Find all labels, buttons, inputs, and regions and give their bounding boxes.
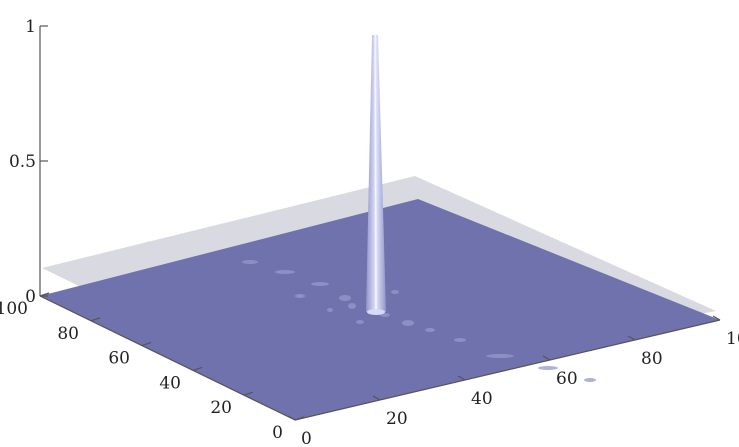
x-tick-mark (542, 355, 551, 361)
z-tick-label: 0.5 (9, 152, 36, 172)
y-tick-label: 80 (57, 324, 79, 344)
y-tick-label: 0 (272, 423, 283, 443)
y-ticks: 0 20 40 60 80 100 (0, 292, 305, 443)
y-tick-mark (243, 391, 254, 396)
surface-texture (242, 260, 596, 382)
x-tick-mark (372, 395, 381, 401)
x-tick-mark (712, 315, 721, 321)
x-tick-mark (287, 415, 296, 421)
x-tick-label: 0 (301, 429, 312, 447)
y-axis (39, 295, 296, 421)
y-tick-mark (141, 342, 152, 347)
x-axis (294, 319, 721, 421)
x-tick-mark (627, 335, 636, 341)
z-tick-label: 1 (25, 17, 36, 37)
x-ticks: 0 20 40 60 80 100 (287, 315, 739, 447)
x-tick-label: 80 (641, 349, 663, 369)
x-tick-label: 60 (556, 369, 578, 389)
z-tick-label: 0 (25, 287, 36, 307)
y-tick-label: 60 (108, 349, 130, 369)
peak (366, 34, 386, 315)
x-tick-mark (457, 375, 466, 381)
y-tick-mark (90, 317, 101, 322)
y-tick-label: 40 (159, 373, 181, 393)
y-tick-label: 20 (210, 398, 232, 418)
y-tick-mark (39, 292, 50, 297)
y-tick-mark (192, 366, 203, 371)
x-tick-label: 40 (471, 389, 493, 409)
y-tick-label: 100 (0, 299, 28, 319)
z-ticks: 00.51 (9, 17, 48, 307)
x-tick-label: 20 (386, 409, 408, 429)
x-tick-label: 100 (726, 329, 739, 349)
